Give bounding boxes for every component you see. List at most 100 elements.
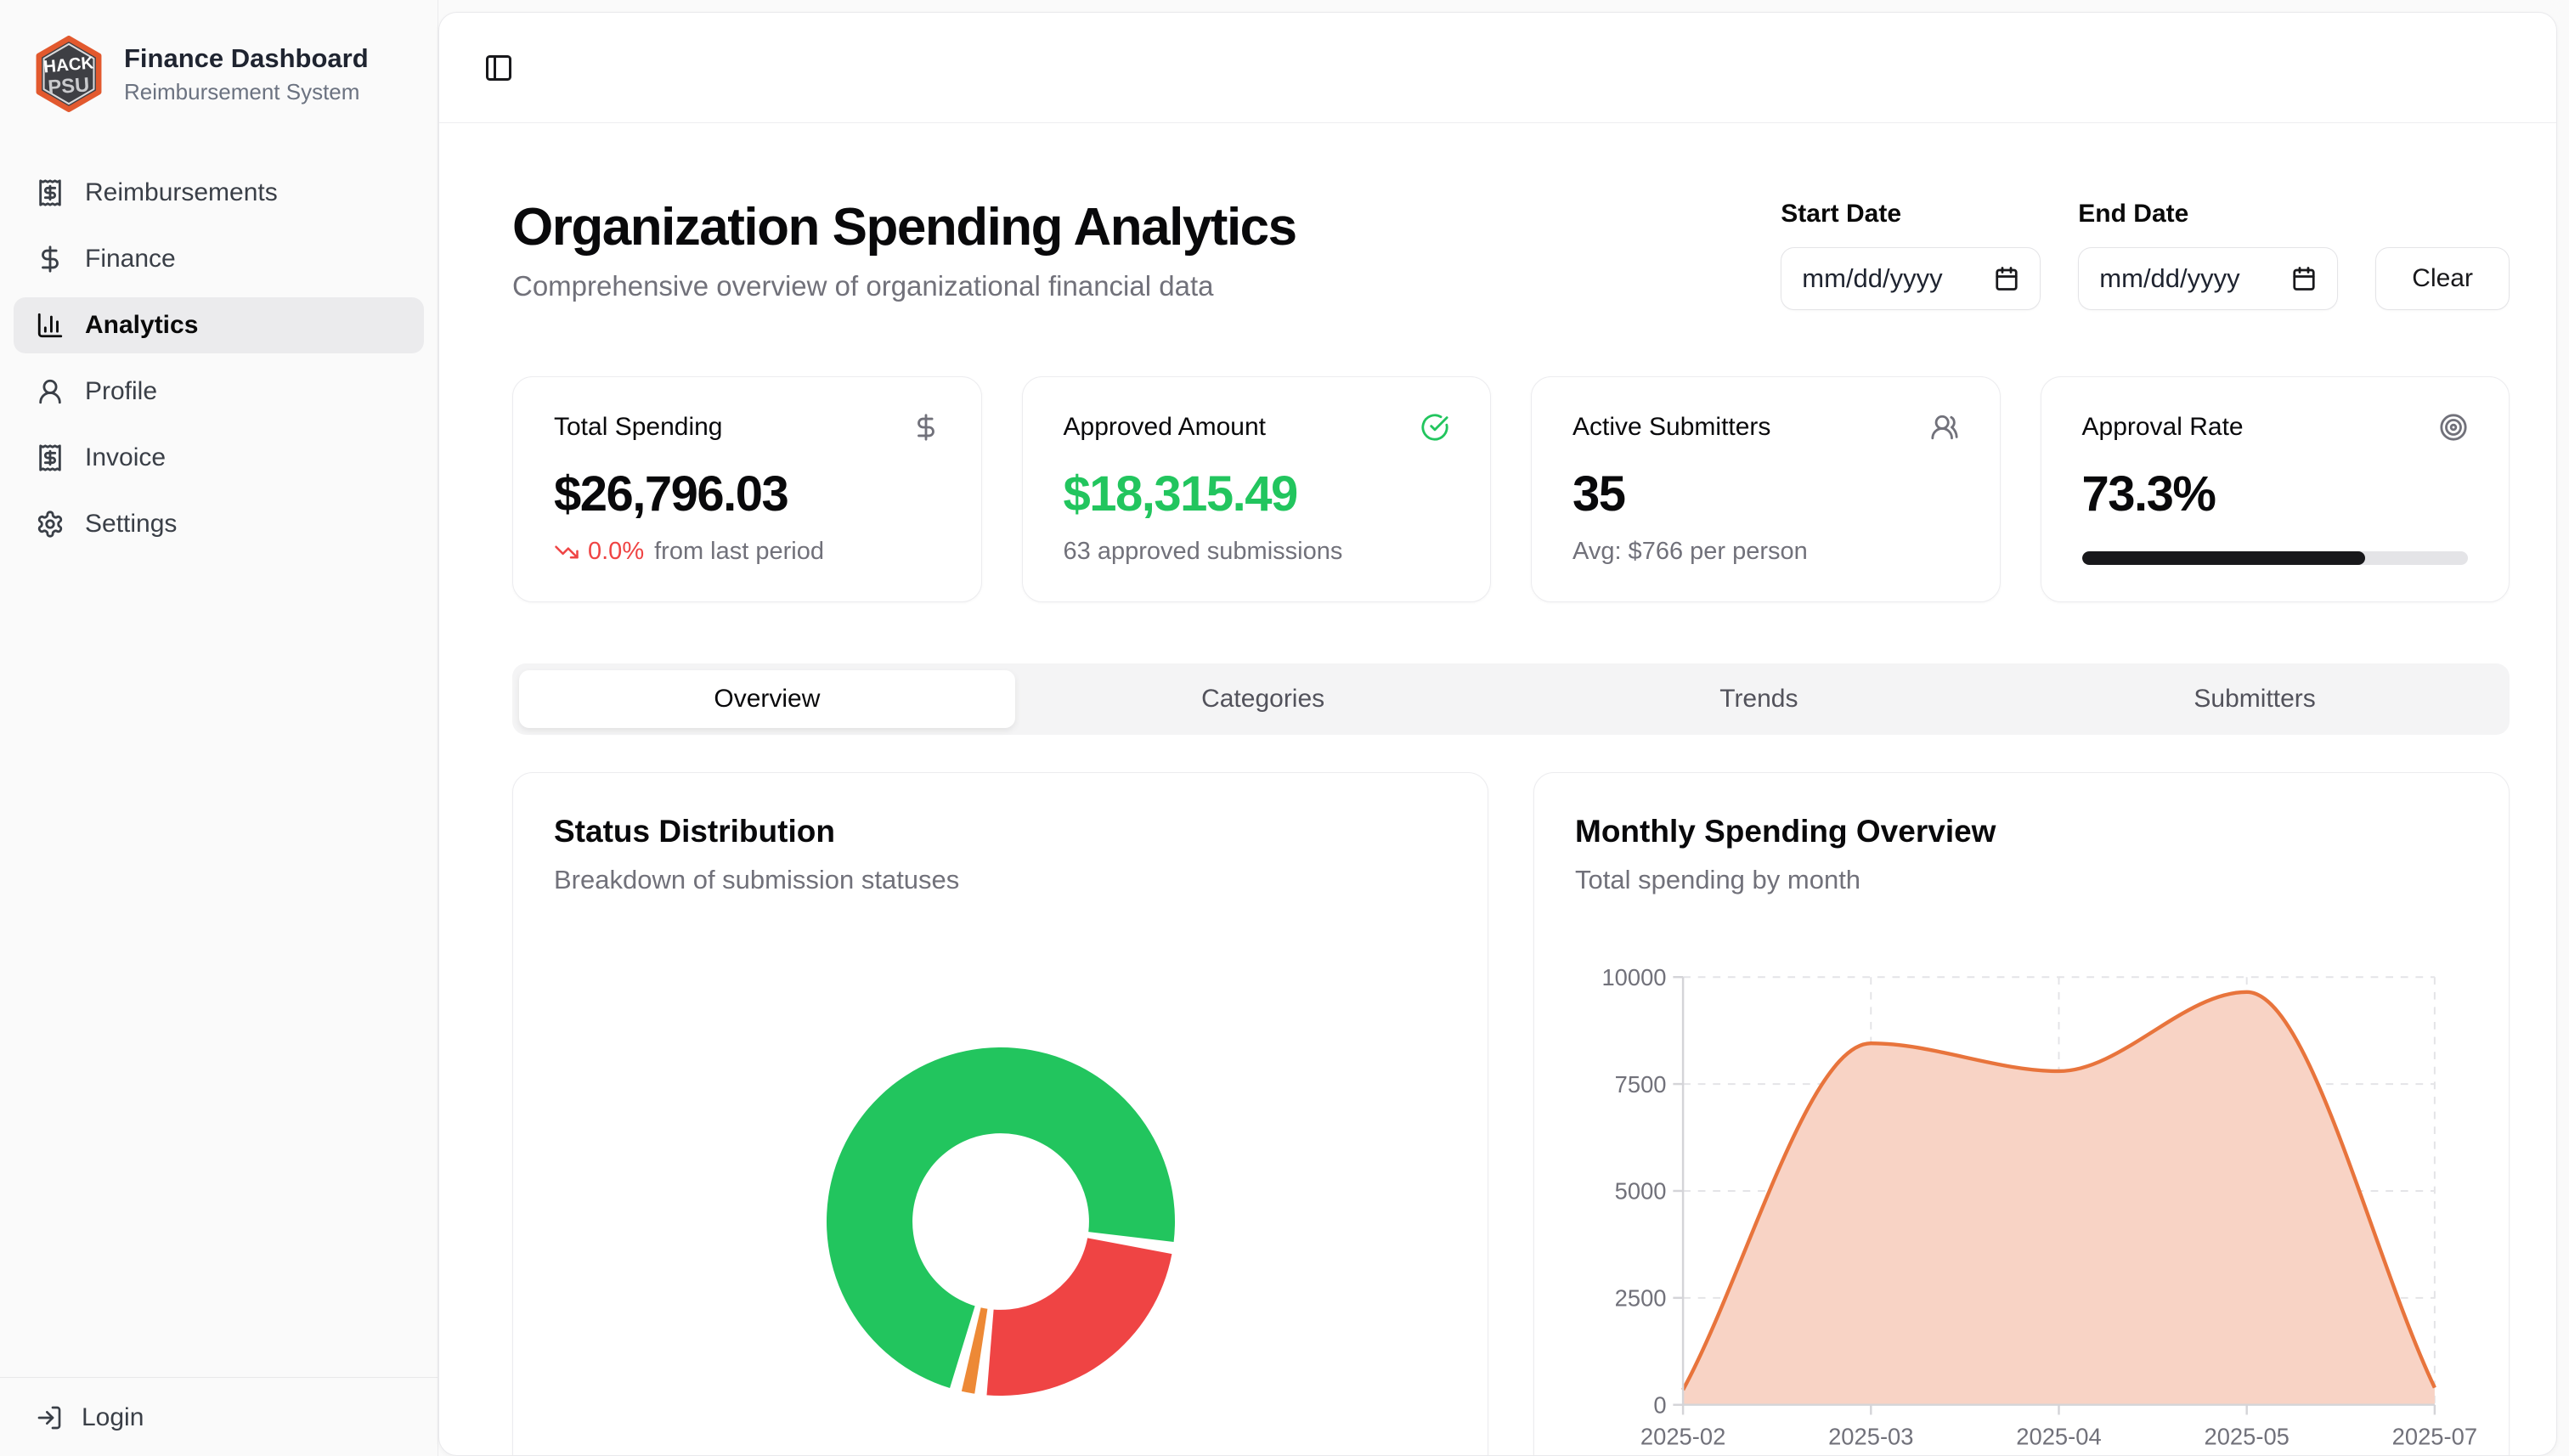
- sidebar-item-reimbursements[interactable]: Reimbursements: [14, 165, 424, 221]
- page-header: Organization Spending Analytics Comprehe…: [512, 200, 2510, 310]
- stat-card-approved-amount: Approved Amount $18,315.49 63 approved s…: [1021, 376, 1491, 602]
- start-date-input[interactable]: mm/dd/yyyy: [1781, 247, 2041, 310]
- monthly-spending-card: Monthly Spending Overview Total spending…: [1533, 772, 2510, 1455]
- sidebar-item-label: Finance: [85, 245, 176, 273]
- stat-value: $26,796.03: [554, 466, 789, 522]
- sidebar-item-analytics[interactable]: Analytics: [14, 297, 424, 353]
- app-title: Finance Dashboard: [124, 42, 369, 73]
- stat-change: 0.0%: [554, 538, 644, 566]
- stat-value: $18,315.49: [1063, 466, 1299, 522]
- end-date-label: End Date: [2078, 200, 2189, 228]
- sidebar-footer: Login: [0, 1377, 438, 1456]
- sidebar-item-finance[interactable]: Finance: [14, 231, 424, 287]
- circle-check-icon: [1420, 413, 1449, 442]
- y-axis-tick-label: 10000: [1601, 964, 1666, 990]
- approval-rate-progress-fill: [2081, 551, 2365, 565]
- approval-rate-progress: [2081, 551, 2468, 565]
- stat-card-active-submitters: Active Submitters 35 Avg: $766 per perso…: [1531, 376, 2001, 602]
- stat-subtext: 63 approved submissions: [1063, 538, 1343, 565]
- page-title: Organization Spending Analytics: [512, 198, 1297, 257]
- x-axis-tick-label: 2025-03: [1828, 1424, 1913, 1450]
- stat-card-total-spending: Total Spending $26,796.03 0.0%: [512, 376, 982, 602]
- dollar-sign-icon: [912, 413, 940, 442]
- app-brand-text: Finance Dashboard Reimbursement System: [124, 42, 369, 105]
- start-date-group: Start Date mm/dd/yyyy: [1781, 200, 2041, 310]
- y-axis-tick-label: 0: [1653, 1391, 1666, 1418]
- status-distribution-card: Status Distribution Breakdown of submiss…: [512, 772, 1488, 1455]
- y-axis-tick-label: 5000: [1615, 1178, 1667, 1205]
- login-label: Login: [82, 1403, 144, 1431]
- stat-subtext: 0.0% from last period: [554, 538, 940, 566]
- topbar: [439, 13, 2556, 123]
- tab-overview[interactable]: Overview: [519, 670, 1015, 728]
- receipt-dollar-icon: [36, 443, 65, 472]
- page-heading-block: Organization Spending Analytics Comprehe…: [512, 198, 1297, 302]
- end-date-input[interactable]: mm/dd/yyyy: [2078, 247, 2339, 310]
- log-in-icon: [36, 1404, 63, 1431]
- chart-subtitle: Total spending by month: [1575, 865, 1861, 894]
- stat-title: Active Submitters: [1572, 413, 1771, 441]
- sidebar-item-label: Settings: [85, 510, 178, 538]
- stat-subtext: Avg: $766 per person: [1572, 538, 1808, 565]
- calendar-icon[interactable]: [1994, 266, 2019, 291]
- app-subtitle: Reimbursement System: [124, 79, 360, 105]
- stats-row: Total Spending $26,796.03 0.0%: [512, 376, 2510, 602]
- charts-row: Status Distribution Breakdown of submiss…: [512, 772, 2510, 1455]
- donut-segment-approved: [826, 1047, 1175, 1389]
- sidebar-item-label: Profile: [85, 377, 158, 405]
- sidebar-item-settings[interactable]: Settings: [14, 496, 424, 552]
- tab-submitters[interactable]: Submitters: [2194, 685, 2316, 713]
- trending-down-icon: [554, 539, 579, 565]
- status-distribution-donut: [826, 1047, 1175, 1396]
- page-subtitle: Comprehensive overview of organizational…: [512, 270, 1214, 302]
- x-axis-tick-label: 2025-05: [2204, 1424, 2289, 1450]
- monthly-spending-area-chart: 0 2500 5000 7500 10000 2025-02 2025-03 2025-04 2…: [1601, 964, 2477, 1450]
- sidebar-item-invoice[interactable]: Invoice: [14, 430, 424, 486]
- analytics-page: Organization Spending Analytics Comprehe…: [439, 123, 2556, 1455]
- donut-chart-wrap: [554, 1047, 1447, 1397]
- sidebar: HACK PSU Finance Dashboard Reimbursement…: [0, 0, 438, 1456]
- svg-text:HACK: HACK: [42, 53, 94, 76]
- date-placeholder: mm/dd/yyyy: [1802, 263, 1943, 293]
- x-axis-tick-label: 2025-02: [1640, 1424, 1725, 1450]
- end-date-group: End Date mm/dd/yyyy: [2078, 200, 2339, 310]
- sidebar-item-label: Analytics: [85, 311, 199, 339]
- stat-title: Total Spending: [554, 413, 723, 441]
- stat-title: Approval Rate: [2081, 413, 2244, 441]
- analytics-tabs: Overview Categories Trends Submitters: [512, 663, 2510, 735]
- date-filters: Start Date mm/dd/yyyy End Date mm/dd/yyy…: [1781, 200, 2510, 310]
- area-chart-wrap: 0 2500 5000 7500 10000 2025-02 2025-03 2025-04 2…: [1575, 948, 2477, 1455]
- app-brand: HACK PSU Finance Dashboard Reimbursement…: [14, 31, 424, 117]
- stat-value: 73.3%: [2081, 466, 2216, 522]
- gear-icon: [36, 510, 65, 539]
- clear-button[interactable]: Clear: [2375, 247, 2510, 310]
- chart-title: Status Distribution: [554, 814, 835, 849]
- y-axis-tick-label: 2500: [1615, 1285, 1667, 1312]
- stat-value: 35: [1572, 466, 1626, 522]
- target-icon: [2439, 413, 2468, 442]
- receipt-dollar-icon: [36, 178, 65, 207]
- sidebar-toggle-button[interactable]: [471, 41, 526, 95]
- stat-change-note: from last period: [654, 538, 824, 565]
- donut-segment-rejected: [985, 1238, 1172, 1396]
- chart-subtitle: Breakdown of submission statuses: [554, 865, 960, 894]
- area-line: [1681, 990, 2436, 1391]
- login-button[interactable]: Login: [36, 1403, 402, 1432]
- bar-chart-icon: [36, 311, 65, 340]
- svg-text:PSU: PSU: [48, 74, 90, 99]
- x-axis-tick-label: 2025-07: [2392, 1424, 2477, 1450]
- sidebar-nav: Reimbursements Finance Analytics Profile: [14, 165, 424, 552]
- sidebar-item-label: Reimbursements: [85, 178, 278, 206]
- dollar-sign-icon: [36, 245, 65, 274]
- chart-title: Monthly Spending Overview: [1575, 814, 1996, 849]
- sidebar-item-profile[interactable]: Profile: [14, 364, 424, 420]
- tab-categories[interactable]: Categories: [1201, 685, 1325, 713]
- stat-title: Approved Amount: [1063, 413, 1267, 441]
- sidebar-item-label: Invoice: [85, 443, 167, 471]
- calendar-icon[interactable]: [2291, 266, 2317, 291]
- x-axis-tick-label: 2025-04: [2016, 1424, 2101, 1450]
- area-fill: [1683, 991, 2435, 1405]
- date-placeholder: mm/dd/yyyy: [2099, 263, 2240, 293]
- tab-trends[interactable]: Trends: [1719, 685, 1798, 713]
- y-axis-tick-label: 7500: [1615, 1071, 1667, 1098]
